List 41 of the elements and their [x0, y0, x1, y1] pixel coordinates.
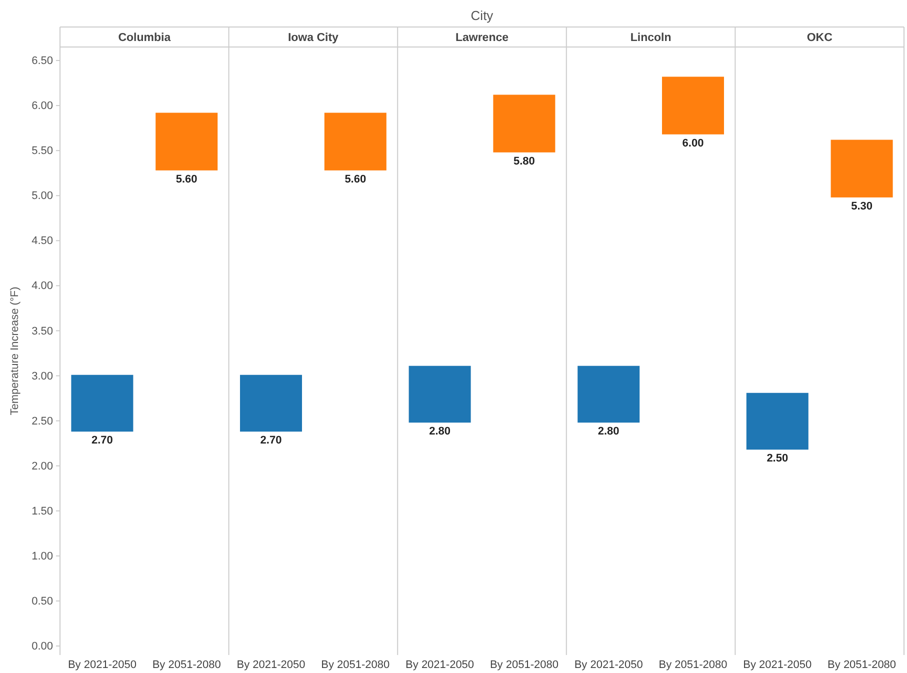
y-tick-label: 6.50	[32, 55, 53, 68]
x-tick-label: By 2051-2080	[152, 658, 221, 671]
x-tick-label: By 2021-2050	[68, 658, 136, 671]
y-axis-title: Temperature Increase (°F)	[9, 286, 21, 416]
x-tick-label: By 2021-2050	[574, 658, 643, 671]
chart-title: Iowa City	[288, 32, 340, 44]
annotation: 2.80	[598, 426, 620, 438]
y-tick-label: 1.00	[32, 550, 53, 562]
annotation: 2.50	[766, 452, 788, 465]
annotation: 6.00	[682, 137, 704, 150]
y-tick-label: 5.50	[32, 145, 53, 158]
y-tick-label: 0.50	[32, 595, 53, 608]
y-tick-label: 3.00	[32, 370, 53, 382]
annotation: 5.80	[513, 155, 535, 168]
chart-title: Columbia	[118, 32, 172, 44]
y-tick-label: 3.50	[32, 325, 53, 338]
y-tick-label: 0.00	[32, 640, 53, 653]
x-tick-label: By 2021-2050	[406, 658, 474, 671]
annotation: 2.80	[429, 426, 451, 438]
x-tick-label: By 2051-2080	[828, 658, 896, 671]
y-tick-label: 6.00	[32, 100, 53, 112]
x-tick-label: By 2051-2080	[321, 658, 390, 671]
chart-title: OKC	[806, 32, 832, 44]
x-tick-label: By 2051-2080	[490, 658, 558, 671]
x-tick-label: By 2051-2080	[658, 658, 728, 671]
y-tick-label: 5.00	[32, 190, 53, 202]
y-tick-label: 2.50	[32, 415, 53, 428]
annotation: 5.30	[851, 200, 873, 212]
y-tick-label: 1.50	[32, 505, 53, 518]
annotation: 5.60	[176, 173, 198, 186]
y-tick-label: 4.50	[32, 235, 53, 248]
chart-title: Lincoln	[630, 32, 672, 44]
text: City	[470, 8, 494, 23]
annotation: 5.60	[344, 173, 366, 186]
chart-title: Lawrence	[455, 32, 509, 44]
x-tick-label: By 2021-2050	[743, 658, 812, 671]
annotation: 2.70	[260, 434, 282, 447]
y-tick-label: 4.00	[32, 280, 53, 292]
y-tick-label: 2.00	[32, 460, 53, 472]
annotation: 2.70	[91, 434, 113, 447]
x-tick-label: By 2021-2050	[236, 658, 306, 671]
